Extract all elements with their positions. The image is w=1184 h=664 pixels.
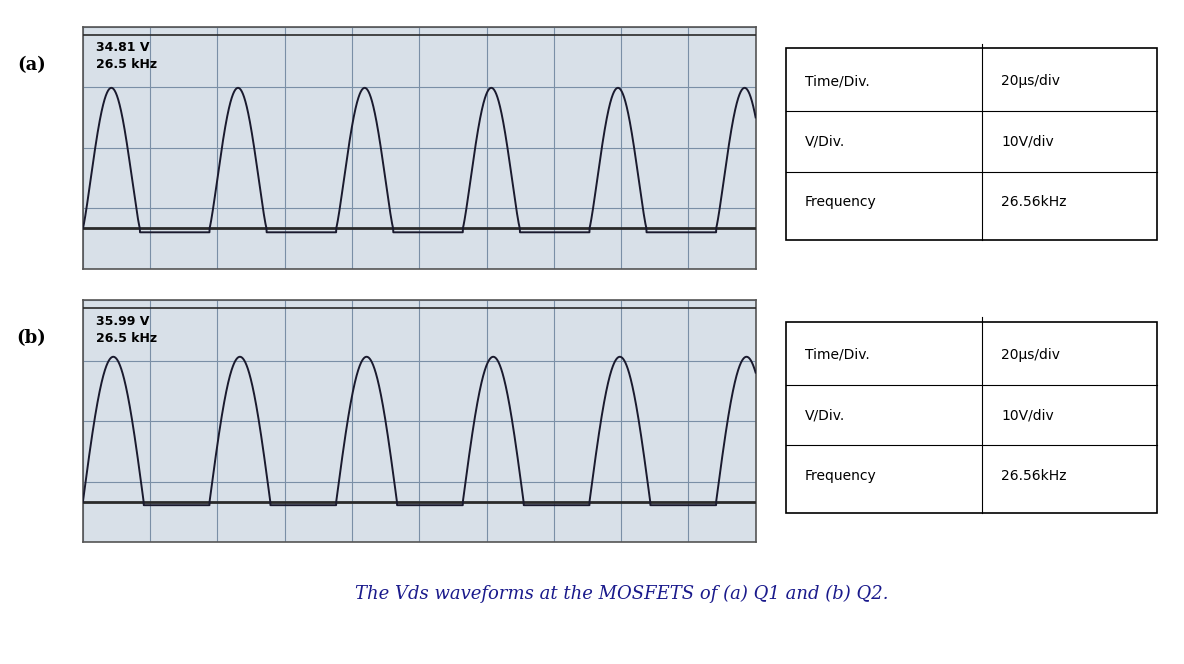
Text: 26.56kHz: 26.56kHz <box>1002 469 1067 483</box>
Text: 10V/div: 10V/div <box>1002 408 1054 422</box>
Text: 20μs/div: 20μs/div <box>1002 348 1061 362</box>
Text: (b): (b) <box>17 329 46 347</box>
Text: V/Div.: V/Div. <box>805 408 845 422</box>
Text: Time/Div.: Time/Div. <box>805 348 869 362</box>
Bar <box>786 322 1157 513</box>
Text: Frequency: Frequency <box>805 195 876 209</box>
Text: V/Div.: V/Div. <box>805 135 845 149</box>
Text: (a): (a) <box>17 56 46 74</box>
Text: 10V/div: 10V/div <box>1002 135 1054 149</box>
Text: Frequency: Frequency <box>805 469 876 483</box>
Text: 20μs/div: 20μs/div <box>1002 74 1061 88</box>
Text: Time/Div.: Time/Div. <box>805 74 869 88</box>
Text: 35.99 V
26.5 kHz: 35.99 V 26.5 kHz <box>96 315 157 345</box>
Text: 34.81 V
26.5 kHz: 34.81 V 26.5 kHz <box>96 41 157 71</box>
Text: The Vds waveforms at the MOSFETS of (a) Q1 and (b) Q2.: The Vds waveforms at the MOSFETS of (a) … <box>355 584 888 603</box>
Text: 26.56kHz: 26.56kHz <box>1002 195 1067 209</box>
Bar <box>786 48 1157 240</box>
